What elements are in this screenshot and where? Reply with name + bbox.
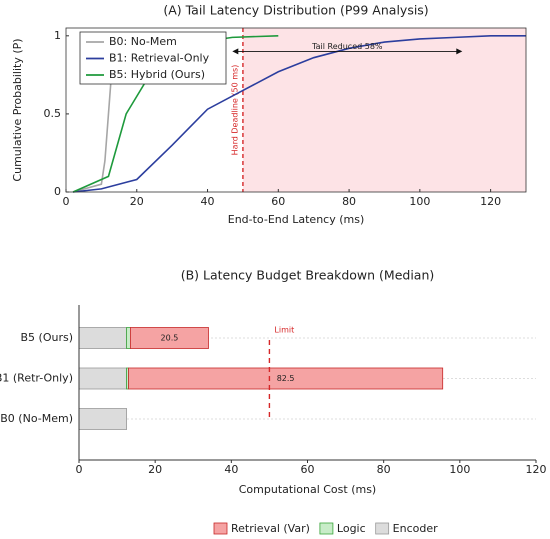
chart-title: (B) Latency Budget Breakdown (Median): [181, 268, 435, 283]
deadline-region: [242, 28, 526, 192]
data-label: 82.5: [277, 374, 295, 383]
chart-title: (A) Tail Latency Distribution (P99 Analy…: [163, 3, 428, 18]
x-tick-label: 40: [224, 463, 238, 476]
x-tick-label: 20: [148, 463, 162, 476]
x-tick-label: 0: [76, 463, 83, 476]
arrow-label: Tail Reduced 58%: [311, 42, 383, 51]
x-tick-label: 120: [480, 195, 501, 208]
bar-segment: [130, 327, 209, 349]
x-axis-label: Computational Cost (ms): [239, 483, 376, 496]
legend-label: Logic: [337, 522, 366, 535]
deadline-label: Hard Deadline (50 ms): [230, 65, 239, 156]
arrow-head: [232, 48, 239, 55]
arrow-head: [456, 48, 463, 55]
x-tick-label: 100: [449, 463, 470, 476]
x-tick-label: 80: [377, 463, 391, 476]
x-tick-label: 120: [526, 463, 547, 476]
limit-label: Limit: [274, 326, 294, 335]
x-tick-label: 100: [409, 195, 430, 208]
plot-frame: [65, 27, 527, 193]
bar-segment: [78, 367, 128, 390]
y-axis-label: Cumulative Probability (P): [11, 38, 24, 181]
y-tick-label: 1: [54, 29, 61, 42]
cdf-line: [72, 35, 526, 193]
legend-swatch: [319, 522, 334, 535]
bar-segment: [78, 408, 128, 430]
legend-swatch: [213, 522, 228, 535]
legend-label: Retrieval (Var): [231, 522, 310, 535]
y-tick-label: B5 (Ours): [20, 331, 73, 344]
x-tick-label: 40: [201, 195, 215, 208]
legend-box: [79, 31, 227, 85]
bar-segment: [128, 367, 444, 390]
legend-label: B1: Retrieval-Only: [109, 52, 210, 65]
y-tick-label: B0 (No-Mem): [0, 412, 73, 425]
y-tick-label: 0.5: [44, 107, 62, 120]
data-label: 20.5: [161, 334, 179, 343]
x-tick-label: 60: [301, 463, 315, 476]
bar-segment: [126, 327, 131, 349]
legend-label: Encoder: [393, 522, 438, 535]
legend-label: B0: No-Mem: [109, 35, 177, 48]
bar-segment: [78, 327, 128, 349]
y-tick-label: 0: [54, 185, 61, 198]
legend-swatch: [375, 522, 390, 535]
x-tick-label: 80: [342, 195, 356, 208]
x-tick-label: 0: [63, 195, 70, 208]
x-tick-label: 20: [130, 195, 144, 208]
y-tick-label: B1 (Retr-Only): [0, 372, 73, 385]
x-axis-label: End-to-End Latency (ms): [228, 213, 365, 226]
legend-label: B5: Hybrid (Ours): [109, 68, 205, 81]
x-tick-label: 60: [271, 195, 285, 208]
